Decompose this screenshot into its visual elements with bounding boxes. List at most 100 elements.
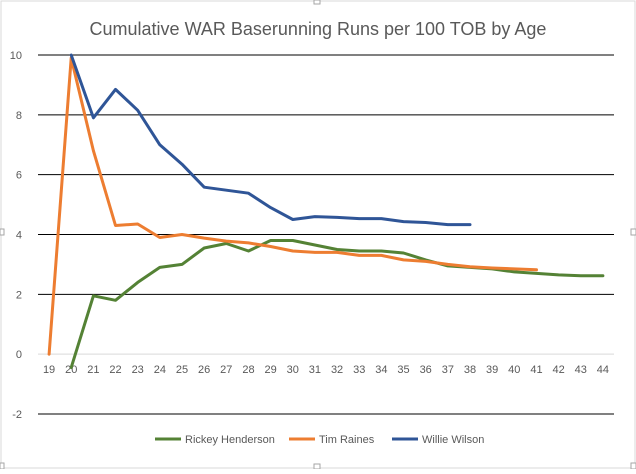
data-point[interactable]	[601, 274, 604, 277]
data-point[interactable]	[269, 206, 272, 209]
data-point[interactable]	[181, 233, 184, 236]
resize-handle-bottom-right[interactable]	[630, 462, 636, 470]
x-tick-label: 29	[264, 364, 276, 376]
legend-item[interactable]: Rickey Henderson	[155, 434, 275, 446]
data-point[interactable]	[181, 163, 184, 166]
data-point[interactable]	[380, 217, 383, 220]
data-point[interactable]	[203, 237, 206, 240]
data-point[interactable]	[424, 221, 427, 224]
data-point[interactable]	[446, 263, 449, 266]
x-tick-label: 40	[508, 364, 520, 376]
data-point[interactable]	[269, 245, 272, 248]
x-tick-label: 19	[43, 364, 55, 376]
data-point[interactable]	[136, 109, 139, 112]
x-tick-label: 25	[176, 364, 188, 376]
data-point[interactable]	[203, 186, 206, 189]
data-point[interactable]	[402, 220, 405, 223]
gridlines	[38, 54, 614, 415]
x-tick-label: 20	[65, 364, 77, 376]
data-point[interactable]	[358, 254, 361, 257]
data-point[interactable]	[535, 268, 538, 271]
data-point[interactable]	[424, 260, 427, 263]
x-tick-label: 38	[464, 364, 476, 376]
data-point[interactable]	[446, 223, 449, 226]
x-tick-label: 33	[353, 364, 365, 376]
data-point[interactable]	[158, 266, 161, 269]
x-tick-label: 26	[198, 364, 210, 376]
data-point[interactable]	[336, 251, 339, 254]
chart-title: Cumulative WAR Baserunning Runs per 100 …	[90, 19, 547, 39]
data-point[interactable]	[70, 366, 73, 369]
resize-handle-left[interactable]	[0, 228, 5, 236]
x-tick-label: 43	[575, 364, 587, 376]
data-point[interactable]	[92, 294, 95, 297]
data-point[interactable]	[469, 223, 472, 226]
data-point[interactable]	[136, 281, 139, 284]
data-point[interactable]	[269, 239, 272, 242]
data-point[interactable]	[336, 216, 339, 219]
data-point[interactable]	[48, 353, 51, 356]
resize-handle-bottom-left[interactable]	[0, 462, 5, 470]
x-tick-label: 30	[287, 364, 299, 376]
y-tick-label: 0	[16, 349, 22, 361]
x-tick-label: 22	[109, 364, 121, 376]
data-point[interactable]	[358, 217, 361, 220]
data-point[interactable]	[513, 267, 516, 270]
data-point[interactable]	[92, 116, 95, 119]
data-point[interactable]	[114, 88, 117, 91]
data-point[interactable]	[313, 251, 316, 254]
data-point[interactable]	[291, 239, 294, 242]
data-point[interactable]	[203, 246, 206, 249]
data-point[interactable]	[336, 248, 339, 251]
x-tick-label: 27	[220, 364, 232, 376]
data-point[interactable]	[247, 192, 250, 195]
data-point[interactable]	[114, 224, 117, 227]
data-point[interactable]	[291, 249, 294, 252]
data-point[interactable]	[491, 267, 494, 270]
data-point[interactable]	[380, 254, 383, 257]
y-axis-ticks: -2 0 2 4 6 8 10	[10, 50, 22, 421]
resize-handle-top[interactable]	[313, 0, 321, 5]
x-tick-label: 21	[87, 364, 99, 376]
x-tick-label: 31	[309, 364, 321, 376]
data-point[interactable]	[247, 249, 250, 252]
data-point[interactable]	[313, 215, 316, 218]
data-point[interactable]	[114, 299, 117, 302]
series-line-willie-wilson[interactable]	[69, 53, 472, 227]
data-point[interactable]	[579, 274, 582, 277]
data-point[interactable]	[225, 240, 228, 243]
data-point[interactable]	[225, 189, 228, 192]
data-point[interactable]	[70, 54, 73, 57]
resize-handle-bottom[interactable]	[313, 463, 321, 470]
data-point[interactable]	[402, 258, 405, 261]
y-tick-label: 6	[16, 170, 22, 182]
y-tick-label: 8	[16, 110, 22, 122]
data-point[interactable]	[557, 273, 560, 276]
data-point[interactable]	[535, 272, 538, 275]
legend-label: Rickey Henderson	[185, 434, 275, 446]
x-axis-ticks: 19 20 21 22 23 24 25 26 27 28 29 30 31 32 33 34 35 36 37 38…	[43, 364, 609, 376]
data-point[interactable]	[469, 265, 472, 268]
data-point[interactable]	[358, 249, 361, 252]
data-point[interactable]	[247, 241, 250, 244]
data-point[interactable]	[380, 249, 383, 252]
data-point[interactable]	[181, 263, 184, 266]
series-line-tim-raines[interactable]	[47, 56, 538, 356]
data-point[interactable]	[92, 149, 95, 152]
resize-handle-right[interactable]	[630, 228, 636, 236]
y-tick-label: 2	[16, 289, 22, 301]
data-point[interactable]	[158, 143, 161, 146]
series-line-rickey-henderson[interactable]	[69, 239, 605, 370]
x-tick-label: 36	[420, 364, 432, 376]
data-point[interactable]	[513, 270, 516, 273]
data-point[interactable]	[402, 252, 405, 255]
data-point[interactable]	[158, 236, 161, 239]
data-point[interactable]	[136, 223, 139, 226]
legend-item[interactable]: Willie Wilson	[392, 434, 484, 446]
data-point[interactable]	[291, 218, 294, 221]
data-point[interactable]	[313, 243, 316, 246]
legend-item[interactable]: Tim Raines	[289, 434, 375, 446]
